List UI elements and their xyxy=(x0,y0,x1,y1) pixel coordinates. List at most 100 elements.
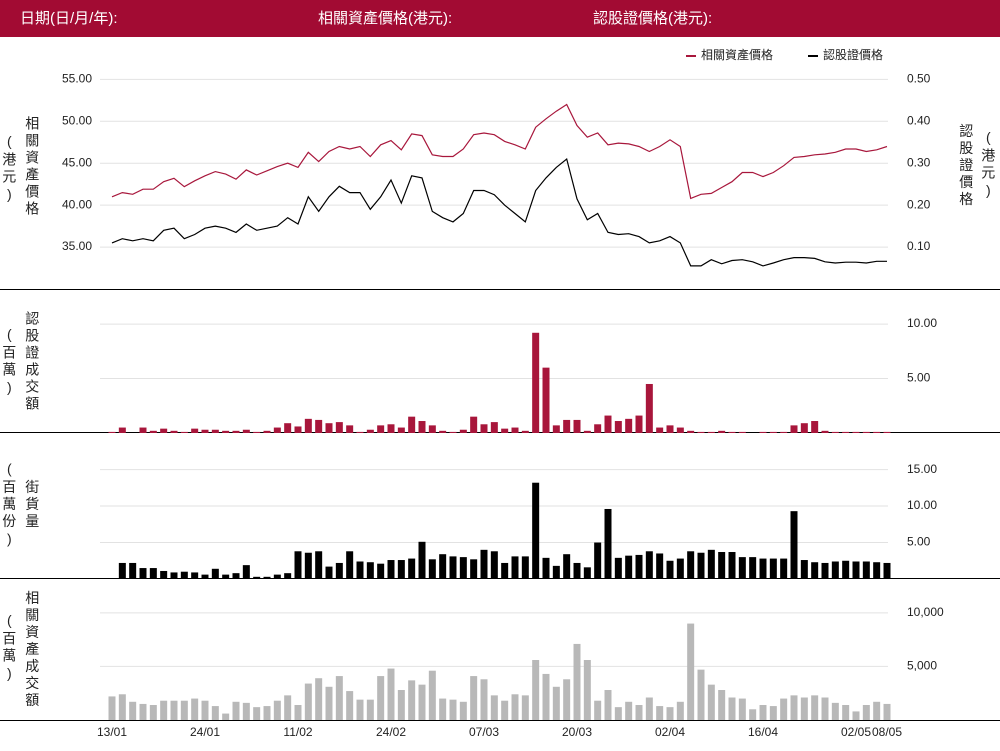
bar xyxy=(335,562,343,579)
bar xyxy=(377,676,385,720)
bar xyxy=(325,566,333,579)
bar xyxy=(831,561,839,579)
bar xyxy=(883,562,891,579)
y2-axis-label: 認股證價格 xyxy=(958,124,974,209)
bar xyxy=(490,551,498,579)
bar xyxy=(842,431,850,433)
bar xyxy=(232,701,240,720)
bar xyxy=(149,430,157,433)
header-date: 日期(日/月/年): xyxy=(20,10,118,27)
bar xyxy=(273,700,281,720)
bar xyxy=(170,700,178,720)
bar xyxy=(687,430,695,433)
bar xyxy=(315,419,323,433)
bar xyxy=(594,424,602,433)
bar xyxy=(831,431,839,433)
bar xyxy=(480,549,488,579)
bar xyxy=(222,713,230,720)
bar xyxy=(222,574,230,579)
bar xyxy=(645,697,653,720)
bar xyxy=(387,424,395,433)
bar xyxy=(563,554,571,579)
bar xyxy=(852,711,860,720)
bar xyxy=(552,425,560,433)
x-tick-label: 20/03 xyxy=(562,725,592,739)
bar xyxy=(408,680,416,720)
y-axis-label: 相關資產價格 xyxy=(24,116,40,218)
y-axis-unit: (百萬) xyxy=(1,326,17,398)
y-axis-unit: (港元) xyxy=(1,133,17,205)
bar xyxy=(170,572,178,579)
bar xyxy=(263,706,271,720)
bar xyxy=(511,556,519,579)
bar xyxy=(191,572,199,579)
bar xyxy=(666,425,674,433)
bar xyxy=(387,668,395,720)
bar xyxy=(459,429,467,433)
y2-axis-unit: (港元) xyxy=(980,129,996,201)
bar xyxy=(573,562,581,579)
bar xyxy=(666,707,674,720)
bar xyxy=(645,551,653,579)
bar xyxy=(625,701,633,720)
legend-label: 相關資產價格 xyxy=(701,47,773,62)
bar xyxy=(397,560,405,579)
bar xyxy=(604,508,612,579)
bar xyxy=(883,703,891,720)
y-tick-label: 45.00 xyxy=(62,155,92,169)
bar xyxy=(346,425,354,433)
bar xyxy=(397,690,405,720)
bar xyxy=(201,429,209,433)
bar xyxy=(532,482,540,579)
bar xyxy=(883,431,891,433)
bar xyxy=(253,576,261,579)
bar xyxy=(635,705,643,720)
bar xyxy=(201,574,209,579)
bar xyxy=(542,367,550,433)
y-axis-unit: (百萬) xyxy=(1,612,17,684)
bar xyxy=(170,430,178,433)
bar xyxy=(852,561,860,579)
bar xyxy=(490,695,498,720)
bar xyxy=(284,423,292,433)
y-axis-unit: (百萬份) xyxy=(1,461,17,550)
bar xyxy=(118,562,126,579)
x-tick-label: 24/01 xyxy=(190,725,220,739)
header-warrant: 認股證價格(港元): xyxy=(593,10,712,27)
bar xyxy=(480,424,488,433)
y-tick-label: 5.00 xyxy=(907,535,931,549)
y-tick-label: 5,000 xyxy=(907,659,937,673)
bar xyxy=(428,670,436,720)
bar xyxy=(397,427,405,433)
y-tick-label: 50.00 xyxy=(62,113,92,127)
bar xyxy=(459,557,467,579)
y-tick-label: 35.00 xyxy=(62,239,92,253)
bar xyxy=(676,701,684,720)
y-axis-label: 街貨量 xyxy=(24,480,40,531)
bar xyxy=(501,428,509,433)
bar xyxy=(118,427,126,433)
bar xyxy=(139,568,147,579)
bar xyxy=(304,418,312,433)
bar xyxy=(862,705,870,720)
bar xyxy=(780,698,788,720)
bar xyxy=(294,551,302,579)
bar xyxy=(800,423,808,433)
bar xyxy=(583,567,591,579)
legend-label: 認股證價格 xyxy=(823,47,883,62)
bar xyxy=(180,571,188,579)
y2-tick-label: 0.40 xyxy=(907,113,931,127)
bar xyxy=(728,431,736,433)
bar xyxy=(356,561,364,579)
bar xyxy=(697,431,705,433)
bar xyxy=(604,690,612,720)
bar xyxy=(759,705,767,720)
bar xyxy=(521,695,529,720)
header-underlying: 相關資產價格(港元): xyxy=(318,10,452,27)
bar xyxy=(738,557,746,579)
bar xyxy=(232,430,240,433)
header-bar xyxy=(0,0,1000,37)
bar xyxy=(790,695,798,720)
bar xyxy=(449,431,457,433)
y-axis-label: 相關資產成交額 xyxy=(24,591,40,710)
